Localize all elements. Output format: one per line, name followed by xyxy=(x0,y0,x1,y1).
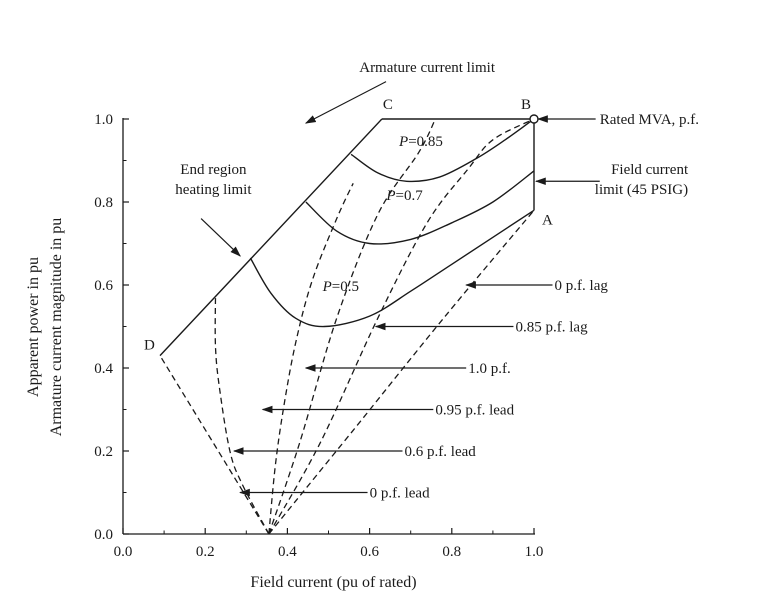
curve-label-p-0-7: P=0.7 xyxy=(385,188,423,204)
x-tick-label: 0.4 xyxy=(278,544,297,560)
arrow-end-region-heating-limit xyxy=(200,218,241,257)
point-label-c: C xyxy=(383,97,393,113)
annotation-field-current-limit-45-psig: Field current limit (45 PSIG) xyxy=(595,162,689,198)
pf-line-0-p-f-lag xyxy=(268,209,535,535)
y-tick-label: 1.0 xyxy=(94,112,113,128)
x-tick-label: 0.8 xyxy=(442,544,461,560)
axes: 0.0 0.2 0.4 0.6 0.8 1.0 0.0 0.2 0.4 0.6 0.8 1.0 xyxy=(94,112,543,560)
annotation-1-0-p-f: 1.0 p.f. xyxy=(468,361,511,377)
pf-line-1-0-p-f xyxy=(268,118,436,535)
annotation-end-region-heating-limit: End region heating limit xyxy=(175,162,252,198)
annotation-0-p-f-lead: 0 p.f. lead xyxy=(370,486,430,502)
x-tick-label: 0.0 xyxy=(114,544,133,560)
y-axis-title-line-2: Armature current magnitude in pu xyxy=(48,218,65,437)
axis-labels: B C A D P=0.85 P=0.7 P=0.5 Field current (pu of… xyxy=(25,97,553,591)
power-curve-p-0-7 xyxy=(305,170,535,245)
pf-line-0-p-f-lead xyxy=(159,355,270,535)
point-label-a: A xyxy=(542,212,553,228)
pf-line-0-6-p-f-lead xyxy=(214,295,270,535)
y-tick-label: 0.8 xyxy=(94,195,113,211)
x-axis-title: Field current (pu of rated) xyxy=(250,574,416,591)
curve-label-p-0-5: P=0.5 xyxy=(322,279,359,295)
arrow-armature-current-limit xyxy=(304,81,387,124)
x-tick-label: 0.6 xyxy=(360,544,379,560)
annotation-0-6-p-f-lead: 0.6 p.f. lead xyxy=(405,444,477,460)
y-tick-label: 0.0 xyxy=(94,527,113,543)
annotations: Armature current limit Rated MVA, p.f. Fie… xyxy=(175,60,699,501)
y-axis-title-line-1: Apparent power in pu xyxy=(25,257,42,397)
y-tick-label: 0.6 xyxy=(94,278,113,294)
rated-point-marker xyxy=(529,114,539,124)
annotation-armature-current-limit: Armature current limit xyxy=(359,60,496,76)
x-tick-label: 1.0 xyxy=(525,544,544,560)
point-label-d: D xyxy=(144,338,155,354)
plot-curves xyxy=(159,114,539,535)
pf-line-0-95-p-f-lead xyxy=(268,183,354,535)
y-tick-label: 0.4 xyxy=(94,361,113,377)
annotation-0-p-f-lag: 0 p.f. lag xyxy=(555,278,609,294)
annotation-rated-mva-p-f: Rated MVA, p.f. xyxy=(600,112,699,128)
x-tick-label: 0.2 xyxy=(196,544,215,560)
pf-line-0-85-p-f-lag xyxy=(268,118,535,535)
curve-label-p-0-85: P=0.85 xyxy=(398,134,443,150)
annotation-0-85-p-f-lag: 0.85 p.f. lag xyxy=(516,320,589,336)
power-curve-p-0-85 xyxy=(350,118,535,183)
y-tick-label: 0.2 xyxy=(94,444,113,460)
point-label-b: B xyxy=(521,97,531,113)
power-curve-p-0-5 xyxy=(249,209,535,328)
annotation-0-95-p-f-lead: 0.95 p.f. lead xyxy=(435,403,514,419)
boundary-end-region-heating-limit xyxy=(159,118,383,357)
